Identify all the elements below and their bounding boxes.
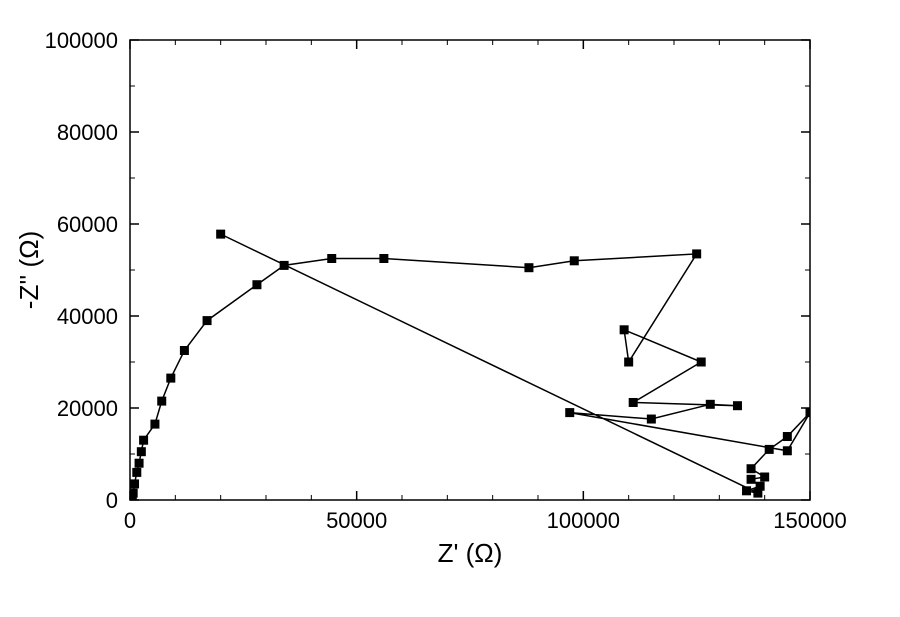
- data-marker: [379, 254, 388, 263]
- data-marker: [129, 489, 138, 498]
- data-marker: [150, 420, 159, 429]
- data-marker: [783, 432, 792, 441]
- data-marker: [130, 479, 139, 488]
- x-tick-label: 100000: [547, 508, 620, 533]
- data-marker: [692, 249, 701, 258]
- series-line: [132, 234, 810, 500]
- data-marker: [157, 397, 166, 406]
- data-marker: [216, 230, 225, 239]
- data-marker: [180, 346, 189, 355]
- data-marker: [783, 446, 792, 455]
- data-marker: [624, 358, 633, 367]
- plot-group: [128, 230, 815, 505]
- y-tick-label: 0: [106, 488, 118, 513]
- data-marker: [280, 261, 289, 270]
- data-marker: [139, 436, 148, 445]
- data-marker: [806, 408, 815, 417]
- data-marker: [166, 374, 175, 383]
- data-marker: [570, 256, 579, 265]
- nyquist-chart: 0 50000 100000 150000 0 20000 40000 60000 80000 1…: [0, 0, 900, 617]
- data-marker: [742, 486, 751, 495]
- data-marker: [620, 325, 629, 334]
- y-tick-label: 40000: [57, 304, 118, 329]
- data-marker: [747, 475, 756, 484]
- data-marker: [760, 473, 769, 482]
- y-tick-label: 20000: [57, 396, 118, 421]
- data-marker: [132, 468, 141, 477]
- y-axis-label: -Z'' (Ω): [14, 231, 44, 309]
- data-marker: [203, 316, 212, 325]
- data-marker: [252, 280, 261, 289]
- x-tick-label: 50000: [326, 508, 387, 533]
- data-marker: [733, 401, 742, 410]
- data-marker: [524, 263, 533, 272]
- data-marker: [137, 447, 146, 456]
- data-marker: [565, 408, 574, 417]
- data-marker: [697, 358, 706, 367]
- x-tick-label: 0: [124, 508, 136, 533]
- data-marker: [647, 415, 656, 424]
- chart-svg: 0 50000 100000 150000 0 20000 40000 60000 80000 1…: [0, 0, 900, 617]
- data-marker: [629, 398, 638, 407]
- data-marker: [706, 400, 715, 409]
- y-tick-label: 80000: [57, 120, 118, 145]
- data-marker: [135, 459, 144, 468]
- data-marker: [753, 489, 762, 498]
- data-marker: [327, 254, 336, 263]
- x-axis-label: Z' (Ω): [438, 538, 503, 568]
- y-tick-label: 60000: [57, 212, 118, 237]
- data-marker: [747, 464, 756, 473]
- y-tick-label: 100000: [45, 28, 118, 53]
- data-marker: [765, 445, 774, 454]
- x-tick-label: 150000: [773, 508, 846, 533]
